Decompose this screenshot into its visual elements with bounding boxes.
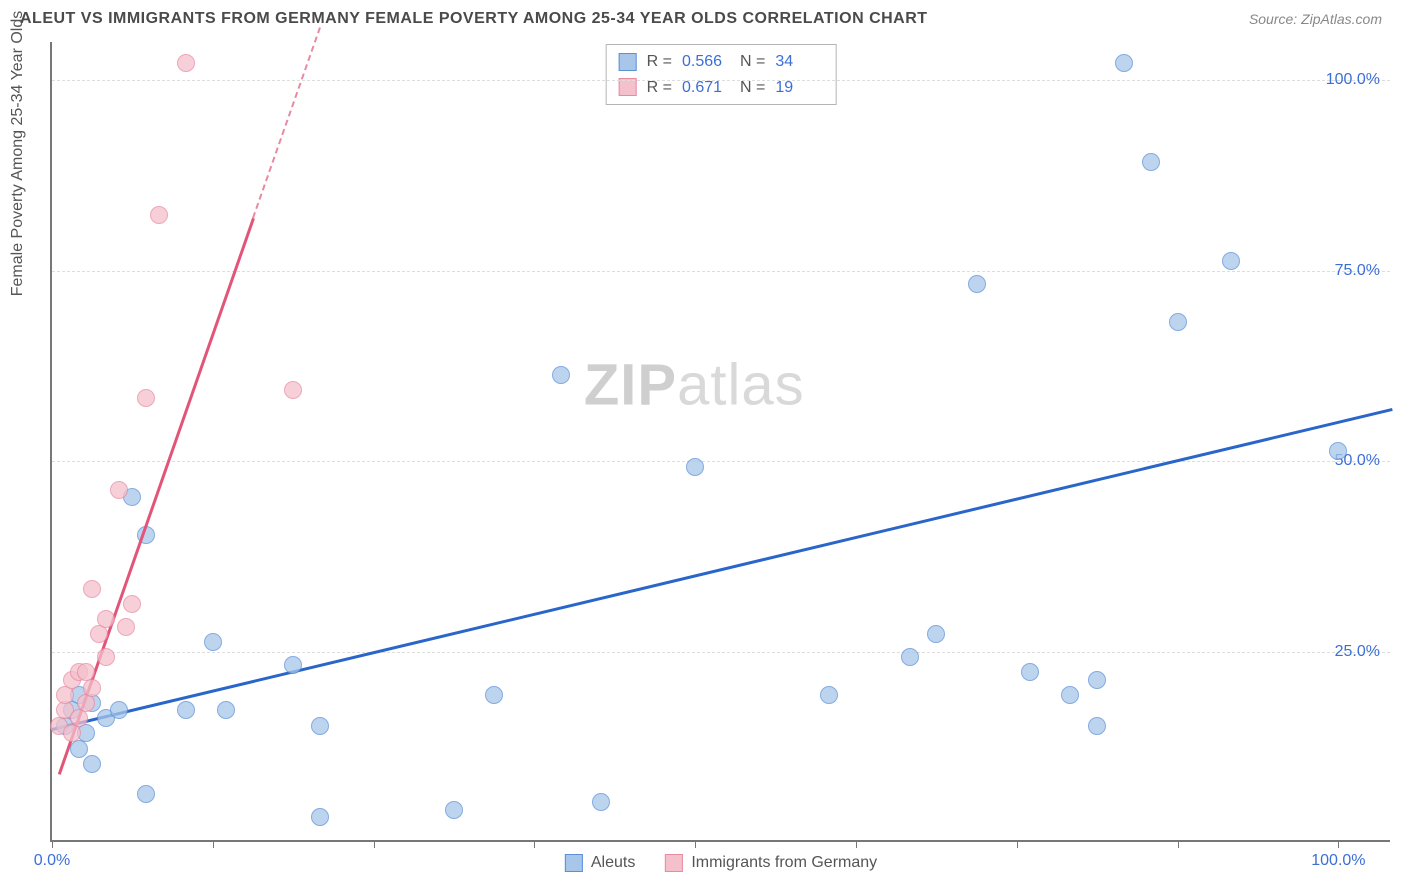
chart-title: ALEUT VS IMMIGRANTS FROM GERMANY FEMALE … — [20, 10, 928, 28]
data-point — [284, 656, 302, 674]
data-point — [217, 701, 235, 719]
n-value: 19 — [775, 75, 823, 101]
data-point — [1329, 442, 1347, 460]
r-value: 0.671 — [682, 75, 730, 101]
n-label: N = — [740, 75, 765, 101]
watermark: ZIPatlas — [584, 352, 805, 419]
series-legend-item: Immigrants from Germany — [665, 854, 877, 872]
data-point — [83, 755, 101, 773]
y-tick-label: 75.0% — [1335, 262, 1380, 280]
x-tick-label: 100.0% — [1311, 852, 1365, 870]
source-attribution: Source: ZipAtlas.com — [1249, 11, 1382, 27]
trend-line — [252, 27, 321, 218]
data-point — [901, 648, 919, 666]
x-tick-mark — [1017, 840, 1018, 848]
series-legend-item: Aleuts — [565, 854, 635, 872]
title-bar: ALEUT VS IMMIGRANTS FROM GERMANY FEMALE … — [0, 0, 1406, 34]
data-point — [137, 389, 155, 407]
data-point — [177, 701, 195, 719]
data-point — [1061, 686, 1079, 704]
data-point — [110, 701, 128, 719]
data-point — [83, 580, 101, 598]
data-point — [1088, 671, 1106, 689]
legend-swatch — [665, 854, 683, 872]
data-point — [445, 801, 463, 819]
data-point — [1222, 252, 1240, 270]
x-tick-mark — [1338, 840, 1339, 848]
gridline — [52, 652, 1390, 653]
r-value: 0.566 — [682, 49, 730, 75]
watermark-light: atlas — [677, 353, 805, 418]
data-point — [552, 366, 570, 384]
stats-legend: R = 0.566 N = 34 R = 0.671 N = 19 — [606, 44, 837, 105]
data-point — [97, 648, 115, 666]
data-point — [820, 686, 838, 704]
data-point — [284, 381, 302, 399]
data-point — [137, 785, 155, 803]
data-point — [150, 206, 168, 224]
data-point — [1021, 663, 1039, 681]
x-tick-label: 0.0% — [34, 852, 70, 870]
legend-swatch — [565, 854, 583, 872]
data-point — [177, 54, 195, 72]
stats-legend-row: R = 0.566 N = 34 — [619, 49, 824, 75]
data-point — [686, 458, 704, 476]
stats-legend-row: R = 0.671 N = 19 — [619, 75, 824, 101]
data-point — [117, 618, 135, 636]
scatter-plot-area: ZIPatlas R =0.566N =34R =0.671N =19 Aleu… — [50, 42, 1390, 842]
r-label: R = — [647, 75, 672, 101]
series-legend: Aleuts Immigrants from Germany — [565, 854, 877, 872]
data-point — [1142, 153, 1160, 171]
gridline — [52, 461, 1390, 462]
y-tick-label: 100.0% — [1326, 71, 1380, 89]
x-tick-mark — [52, 840, 53, 848]
legend-swatch — [619, 53, 637, 71]
data-point — [968, 275, 986, 293]
x-tick-mark — [695, 840, 696, 848]
gridline — [52, 271, 1390, 272]
data-point — [592, 793, 610, 811]
data-point — [110, 481, 128, 499]
data-point — [123, 595, 141, 613]
watermark-bold: ZIP — [584, 353, 677, 418]
data-point — [97, 610, 115, 628]
x-tick-mark — [856, 840, 857, 848]
y-axis-label: Female Poverty Among 25-34 Year Olds — [9, 11, 27, 297]
data-point — [1169, 313, 1187, 331]
data-point — [83, 679, 101, 697]
y-tick-label: 25.0% — [1335, 643, 1380, 661]
data-point — [204, 633, 222, 651]
data-point — [311, 808, 329, 826]
series-legend-label: Immigrants from Germany — [691, 854, 877, 872]
x-tick-mark — [1178, 840, 1179, 848]
data-point — [927, 625, 945, 643]
x-tick-mark — [374, 840, 375, 848]
data-point — [485, 686, 503, 704]
data-point — [1115, 54, 1133, 72]
n-value: 34 — [775, 49, 823, 75]
series-legend-label: Aleuts — [591, 854, 635, 872]
data-point — [311, 717, 329, 735]
trend-line — [52, 408, 1393, 730]
data-point — [1088, 717, 1106, 735]
gridline — [52, 80, 1390, 81]
x-tick-mark — [534, 840, 535, 848]
x-tick-mark — [213, 840, 214, 848]
n-label: N = — [740, 49, 765, 75]
r-label: R = — [647, 49, 672, 75]
